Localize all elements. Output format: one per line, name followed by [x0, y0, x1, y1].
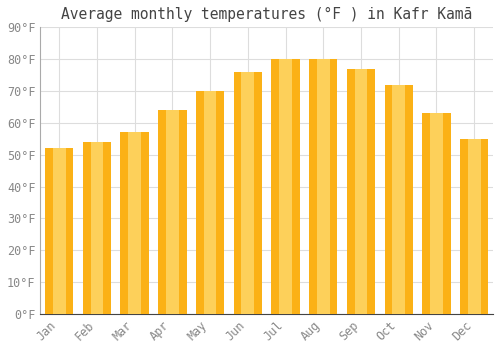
Bar — [309, 59, 338, 314]
Bar — [347, 69, 375, 314]
Bar — [430, 113, 443, 314]
Bar — [53, 148, 66, 314]
Bar — [166, 110, 178, 314]
Bar — [158, 110, 186, 314]
Bar — [384, 85, 413, 314]
Bar — [422, 113, 450, 314]
Bar — [460, 139, 488, 314]
Bar — [234, 72, 262, 314]
Bar — [120, 132, 149, 314]
Bar — [242, 72, 254, 314]
Bar — [279, 59, 292, 314]
Bar — [317, 59, 330, 314]
Bar — [83, 142, 111, 314]
Bar — [392, 85, 405, 314]
Bar — [272, 59, 299, 314]
Bar — [204, 91, 216, 314]
Bar — [354, 69, 368, 314]
Bar — [90, 142, 104, 314]
Bar — [468, 139, 480, 314]
Bar — [196, 91, 224, 314]
Bar — [128, 132, 141, 314]
Title: Average monthly temperatures (°F ) in Kafr Kamā: Average monthly temperatures (°F ) in Ka… — [61, 7, 472, 22]
Bar — [45, 148, 74, 314]
